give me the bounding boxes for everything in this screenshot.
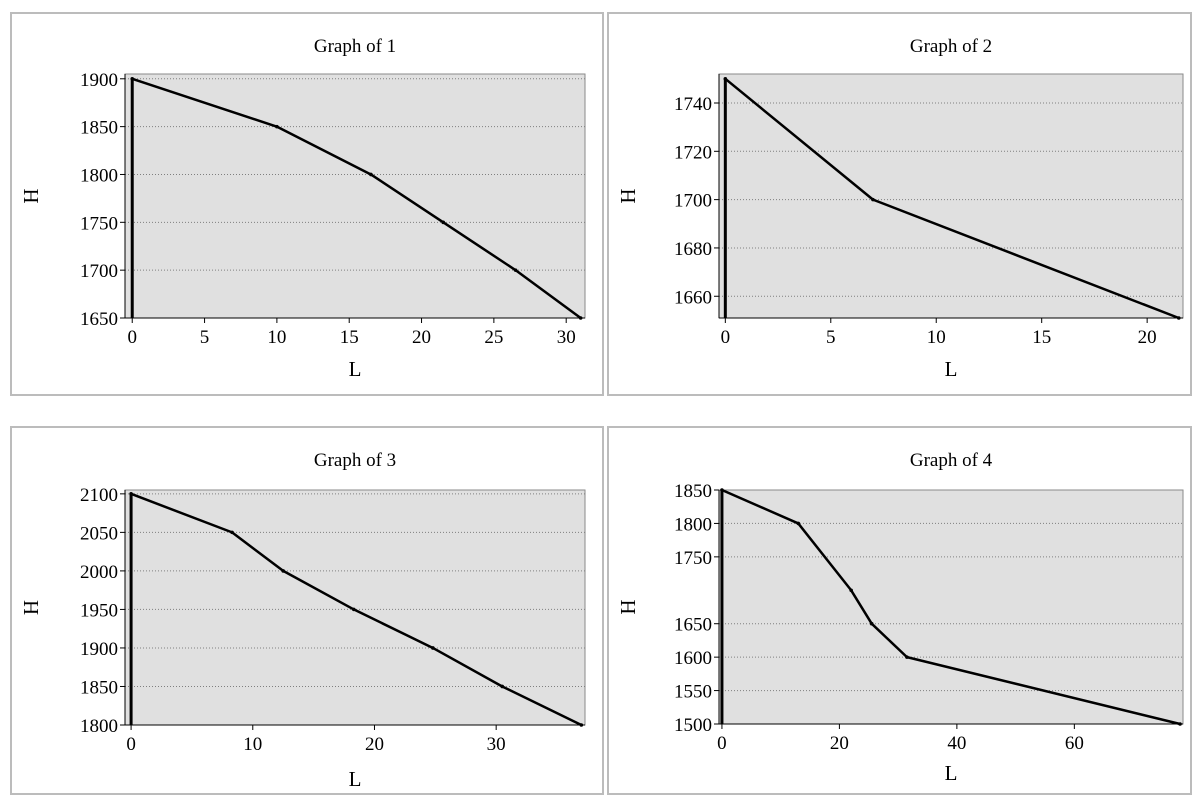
chart-svg-3: 1800 1850 1900 1950 2000 2050 2100 0 10 20 30 Graph…: [19, 450, 586, 791]
chart-3-y-axis-label: H: [19, 600, 43, 615]
chart-3-series-1-point: [230, 530, 234, 535]
chart-1-series-1-point: [275, 124, 279, 129]
chart-4-plot-area: [718, 489, 1184, 725]
chart-4-y-tick-label: 1550: [674, 682, 712, 703]
chart-3-series-1-point: [500, 684, 505, 689]
chart-4-title: Graph of 4: [910, 450, 993, 471]
chart-2-plot-area: [718, 73, 1184, 319]
chart-4-series-1-point: [1178, 722, 1182, 726]
chart-3-series-1-point: [579, 723, 584, 727]
chart-2-x-tick-label: 0: [721, 327, 731, 348]
chart-3-y-tick-label: 1800: [80, 716, 118, 737]
chart-1-series-1-point: [513, 268, 518, 272]
chart-3-x-tick-label: 10: [243, 734, 262, 755]
chart-2-x-tick-label: 15: [1032, 327, 1051, 348]
chart-4-y-tick-label: 1600: [674, 648, 712, 669]
chart-1-series-1-point: [130, 76, 135, 81]
chart-4-x-tick-label: 60: [1065, 733, 1084, 754]
chart-1-x-tick-label: 10: [267, 327, 286, 348]
chart-4-series-1-point: [869, 621, 874, 626]
chart-1-x-tick-label: 15: [340, 327, 359, 348]
chart-3-series-1-point: [351, 607, 356, 612]
chart-4-x-axis-label: L: [945, 761, 958, 785]
chart-svg-1: 1650 1700 1750 1800 1850 1900 0 5 10 15 20 25 30 Grap…: [19, 36, 586, 381]
chart-4-y-tick-label: 1500: [674, 715, 712, 736]
chart-2-x-tick-label: 20: [1138, 327, 1157, 348]
chart-3-plot-area: [124, 489, 586, 726]
chart-2-series-1-point: [723, 77, 728, 81]
chart-panel-2: 1660 1680 1700 1720 1740 0 5 10 15 20 Graph of 2 L H: [607, 12, 1192, 396]
chart-1-x-axis-label: L: [349, 357, 362, 381]
chart-4-x-tick-label: 0: [717, 733, 727, 754]
chart-2-series-1-point: [871, 197, 875, 202]
chart-3-series-1-point: [129, 492, 133, 496]
chart-4-y-tick-label: 1850: [674, 481, 712, 502]
chart-1-y-tick-label: 1650: [80, 309, 118, 330]
chart-4-y-axis-label: H: [616, 599, 640, 614]
chart-panel-1: 1650 1700 1750 1800 1850 1900 0 5 10 15 20 25 30 Grap…: [10, 12, 604, 396]
chart-2-x-axis-label: L: [945, 357, 958, 381]
chart-4-y-tick-label: 1650: [674, 615, 712, 636]
chart-2-series-1-point: [1176, 316, 1181, 320]
chart-2-x-tick-label: 10: [927, 327, 946, 348]
chart-panel-3: 1800 1850 1900 1950 2000 2050 2100 0 10 20 30 Graph…: [10, 426, 604, 795]
chart-1-x-tick-label: 5: [200, 327, 210, 348]
chart-1-y-tick-label: 1700: [80, 261, 118, 282]
chart-4-y-tick-label: 1800: [674, 514, 712, 535]
chart-4-x-tick-label: 40: [947, 733, 966, 754]
chart-1-series-1-point: [441, 220, 446, 225]
chart-3-y-tick-label: 1900: [80, 639, 118, 660]
chart-4-series-1-point: [905, 655, 909, 659]
chart-1-x-tick-label: 20: [412, 327, 431, 348]
chart-3-series-1-point: [281, 569, 286, 573]
chart-4-x-tick-label: 20: [830, 733, 849, 754]
chart-1-series-1-point: [369, 172, 373, 177]
chart-1-y-tick-label: 1750: [80, 213, 118, 234]
chart-3-x-axis-label: L: [349, 767, 362, 791]
chart-2-y-tick-label: 1680: [674, 239, 712, 260]
chart-panel-4: 1500 1550 1600 1650 1750 1800 1850 0 20 40 60 Graph…: [607, 426, 1192, 795]
chart-1-y-tick-label: 1900: [80, 70, 118, 91]
chart-3-y-tick-label: 2050: [80, 523, 118, 544]
chart-svg-4: 1500 1550 1600 1650 1750 1800 1850 0 20 40 60 Graph…: [616, 450, 1184, 785]
chart-2-y-tick-label: 1660: [674, 287, 712, 308]
chart-1-title: Graph of 1: [314, 36, 396, 57]
chart-2-title: Graph of 2: [910, 36, 992, 57]
chart-1-x-tick-label: 30: [557, 327, 576, 348]
chart-1-series-1-point: [578, 316, 583, 320]
chart-2-y-axis-label: H: [616, 188, 640, 203]
chart-3-x-tick-label: 20: [365, 734, 384, 755]
chart-3-y-tick-label: 2000: [80, 562, 118, 583]
chart-1-plot-area: [124, 73, 586, 319]
chart-1-series-1-line: [131, 77, 582, 320]
chart-2-y-tick-label: 1720: [674, 142, 712, 163]
chart-3-series-1-point: [431, 646, 435, 650]
chart-3-x-tick-label: 30: [487, 734, 506, 755]
chart-4-series-1-point: [720, 488, 724, 492]
chart-1-y-axis-label: H: [19, 188, 43, 203]
chart-1-x-tick-label: 0: [127, 327, 137, 348]
chart-1-y-tick-label: 1800: [80, 165, 118, 186]
chart-3-title: Graph of 3: [314, 450, 396, 471]
chart-3-y-tick-label: 1850: [80, 677, 118, 698]
chart-2-y-tick-label: 1700: [674, 191, 712, 212]
chart-2-x-tick-label: 5: [826, 327, 836, 348]
chart-4-series-1-line: [721, 488, 1181, 726]
chart-4-series-1-point: [796, 521, 801, 526]
chart-1-x-tick-label: 25: [484, 327, 503, 348]
chart-2-y-tick-label: 1740: [674, 94, 712, 115]
chart-3-x-tick-label: 0: [126, 734, 136, 755]
chart-1-y-tick-label: 1850: [80, 118, 118, 139]
chart-3-y-tick-label: 1950: [80, 600, 118, 621]
chart-4-series-1-point: [849, 588, 853, 593]
chart-3-y-tick-label: 2100: [80, 485, 118, 506]
chart-svg-2: 1660 1680 1700 1720 1740 0 5 10 15 20 Graph of 2 L H: [616, 36, 1184, 381]
chart-4-y-tick-label: 1750: [674, 548, 712, 569]
